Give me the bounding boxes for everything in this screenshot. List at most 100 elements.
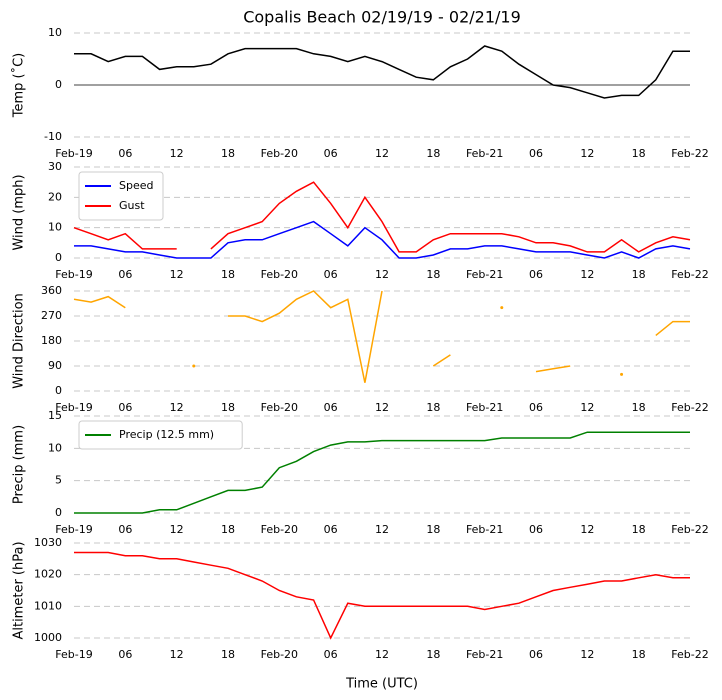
x-tick-label: 18 — [632, 523, 646, 536]
x-tick-label: 12 — [580, 147, 594, 160]
x-tick-label: 18 — [221, 268, 235, 281]
x-tick-label: Feb-22 — [671, 523, 708, 536]
x-tick-label: 18 — [221, 523, 235, 536]
x-tick-label: 12 — [580, 523, 594, 536]
x-tick-label: 18 — [632, 268, 646, 281]
y-tick-label: -10 — [44, 130, 62, 143]
data-line — [74, 45, 690, 99]
data-line — [73, 226, 177, 250]
data-line — [228, 290, 383, 383]
y-tick-label: 90 — [48, 359, 62, 372]
x-tick-label: 18 — [221, 147, 235, 160]
x-tick-label: 06 — [118, 523, 132, 536]
y-tick-label: 10 — [48, 441, 62, 454]
legend-box — [78, 171, 164, 221]
x-tick-label: 06 — [529, 401, 543, 414]
data-line — [74, 551, 690, 640]
x-tick-label: 12 — [375, 401, 389, 414]
x-tick-label: Feb-20 — [261, 401, 298, 414]
x-tick-label: Feb-19 — [55, 268, 92, 281]
x-tick-label: 18 — [221, 648, 235, 661]
y-tick-label: 20 — [48, 190, 62, 203]
x-tick-label: 12 — [170, 648, 184, 661]
x-tick-label: 12 — [170, 147, 184, 160]
x-tick-label: 12 — [580, 268, 594, 281]
x-tick-label: 18 — [426, 268, 440, 281]
y-axis-label: Altimeter (hPa) — [12, 541, 27, 639]
y-tick-label: 1020 — [34, 568, 62, 581]
data-line — [535, 365, 571, 373]
legend-label: Precip (12.5 mm) — [119, 428, 214, 441]
data-line — [655, 320, 690, 336]
x-tick-label: 06 — [118, 401, 132, 414]
x-tick-label: 12 — [375, 523, 389, 536]
x-tick-label: 06 — [529, 268, 543, 281]
data-point — [192, 364, 196, 368]
x-tick-label: Feb-21 — [466, 523, 503, 536]
y-tick-label: 180 — [41, 334, 62, 347]
x-tick-label: 18 — [426, 523, 440, 536]
y-axis-label: Temp (˚C) — [11, 53, 27, 119]
x-tick-label: 06 — [529, 147, 543, 160]
x-tick-label: Feb-19 — [55, 523, 92, 536]
y-tick-label: 0 — [55, 384, 62, 397]
data-line — [74, 431, 690, 514]
x-tick-label: 18 — [632, 147, 646, 160]
data-line — [432, 354, 451, 367]
x-tick-label: 18 — [426, 147, 440, 160]
x-tick-label: 18 — [426, 648, 440, 661]
x-tick-label: Feb-19 — [55, 147, 92, 160]
y-axis-label: Wind (mph) — [12, 174, 27, 250]
y-tick-label: 15 — [48, 409, 62, 422]
x-tick-label: 06 — [324, 268, 338, 281]
legend-label: Gust — [119, 199, 145, 212]
x-tick-label: 12 — [580, 648, 594, 661]
x-tick-label: Feb-21 — [466, 147, 503, 160]
x-tick-label: Feb-19 — [55, 401, 92, 414]
x-tick-label: 12 — [375, 268, 389, 281]
y-axis-label: Precip (mm) — [12, 425, 27, 504]
x-tick-label: Feb-20 — [261, 147, 298, 160]
data-line — [74, 220, 691, 259]
y-tick-label: 1030 — [34, 536, 62, 549]
x-tick-label: 12 — [170, 401, 184, 414]
y-tick-label: 5 — [55, 474, 62, 487]
x-tick-label: 06 — [118, 268, 132, 281]
x-tick-label: 06 — [324, 523, 338, 536]
x-tick-label: 12 — [170, 268, 184, 281]
x-tick-label: 18 — [632, 401, 646, 414]
x-tick-label: 06 — [118, 147, 132, 160]
y-tick-label: 1000 — [34, 631, 62, 644]
y-tick-label: 1010 — [34, 599, 62, 612]
x-tick-label: 12 — [375, 648, 389, 661]
x-tick-label: 06 — [324, 147, 338, 160]
y-tick-label: 0 — [55, 506, 62, 519]
x-tick-label: 18 — [221, 401, 235, 414]
x-tick-label: Feb-21 — [466, 648, 503, 661]
y-tick-label: 270 — [41, 309, 62, 322]
y-tick-label: 10 — [48, 221, 62, 234]
y-tick-label: 0 — [55, 78, 62, 91]
x-tick-label: Feb-19 — [55, 648, 92, 661]
data-line — [73, 295, 126, 309]
x-tick-label: 06 — [324, 401, 338, 414]
x-tick-label: 12 — [580, 401, 594, 414]
x-tick-label: 18 — [632, 648, 646, 661]
x-tick-label: Feb-21 — [466, 401, 503, 414]
legend-label: Speed — [119, 179, 153, 192]
y-axis-label: Wind Direction — [12, 293, 27, 389]
x-tick-label: 06 — [529, 648, 543, 661]
x-tick-label: 06 — [324, 648, 338, 661]
x-tick-label: Feb-20 — [261, 648, 298, 661]
y-tick-label: 10 — [48, 26, 62, 39]
data-point — [620, 372, 624, 376]
legend-box — [78, 420, 243, 450]
data-point — [500, 306, 504, 310]
x-tick-label: 12 — [375, 147, 389, 160]
x-tick-label: 18 — [426, 401, 440, 414]
x-tick-label: Feb-22 — [671, 268, 708, 281]
x-axis-label: Time (UTC) — [345, 677, 418, 692]
y-tick-label: 0 — [55, 251, 62, 264]
x-tick-label: Feb-22 — [671, 147, 708, 160]
